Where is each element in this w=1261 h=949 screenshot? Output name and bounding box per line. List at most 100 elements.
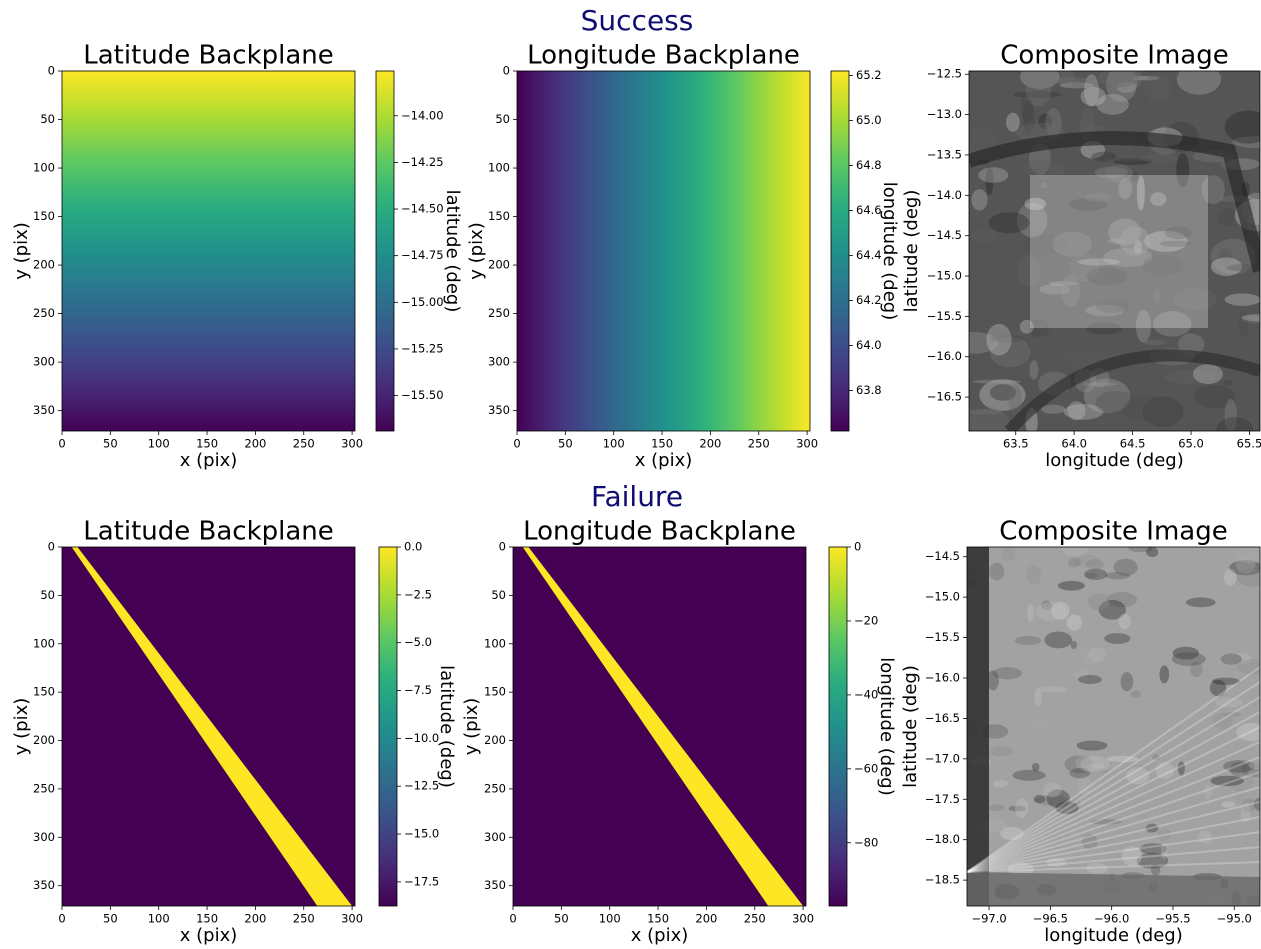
photo-texture (1239, 310, 1248, 338)
x-axis-label: x (pix) (180, 925, 238, 946)
photo-texture (1044, 783, 1062, 798)
y-tick-label: 150 (484, 685, 506, 699)
y-tick-label: 200 (488, 258, 510, 272)
colorbar-tick-label: 0.0 (404, 540, 422, 554)
colorbar-tick-label: −14.25 (401, 155, 444, 169)
colorbar-tick-label: 64.6 (856, 203, 882, 217)
x-tick-label: 200 (695, 912, 717, 926)
photo-texture (1034, 690, 1042, 706)
colorbar-tick-label: −20 (854, 613, 878, 627)
y-tick-label: 300 (33, 355, 55, 369)
x-tick-label: −96.5 (1033, 912, 1068, 926)
photo-texture (1118, 614, 1130, 629)
colorbar (829, 547, 847, 906)
photo-texture (990, 746, 1013, 756)
photo-texture (1050, 77, 1093, 83)
photo-texture (1077, 741, 1108, 751)
x-tick-label: 100 (148, 912, 170, 926)
colorbar-tick-label: −15.00 (401, 295, 444, 309)
colorbar-label: latitude (deg) (436, 665, 457, 788)
x-tick-label: −95.0 (1217, 912, 1252, 926)
photo-texture (1104, 633, 1130, 644)
y-axis-label: latitude (deg) (900, 665, 921, 788)
colorbar-tick-label: 64.4 (856, 248, 882, 262)
x-tick-label: 65.5 (1237, 437, 1261, 451)
colorbar-tick-label: −14.50 (401, 202, 444, 216)
y-tick-label: −14.0 (927, 188, 962, 202)
colorbar-tick-label: −5.0 (404, 635, 432, 649)
photo-texture (1204, 572, 1211, 581)
colorbar-tick-label: 65.2 (856, 68, 882, 82)
photo-texture (1035, 602, 1066, 620)
photo-texture (1029, 360, 1038, 379)
photo-texture (1198, 831, 1212, 843)
y-tick-label: 100 (484, 636, 506, 650)
colorbar (376, 71, 394, 431)
photo-texture (967, 547, 989, 906)
suptitle: Failure (591, 480, 683, 513)
photo-texture (1026, 566, 1041, 586)
photo-texture (1001, 546, 1015, 561)
x-axis-label: longitude (deg) (1044, 925, 1183, 946)
y-tick-label: 250 (484, 781, 506, 795)
y-tick-label: 350 (33, 403, 55, 417)
x-axis-label: x (pix) (635, 450, 693, 471)
y-tick-label: 200 (484, 733, 506, 747)
y-tick-label: 0 (48, 64, 55, 78)
y-tick-label: −13.5 (927, 147, 962, 161)
x-tick-label: 150 (651, 437, 673, 451)
colorbar-tick-label: 64.2 (856, 293, 882, 307)
photo-texture (1146, 547, 1158, 557)
colorbar-label: latitude (deg) (442, 190, 463, 313)
photo-texture (1105, 572, 1130, 579)
y-tick-label: 300 (484, 830, 506, 844)
photo-texture (1141, 154, 1178, 163)
y-axis-label: y (pix) (11, 222, 32, 280)
colorbar-label: longitude (deg) (876, 657, 897, 796)
photo-overlay (1030, 175, 1208, 328)
photo-texture (1107, 756, 1139, 762)
x-tick-label: 200 (244, 437, 266, 451)
photo-texture (1078, 675, 1102, 684)
photo-texture (1123, 396, 1169, 421)
photo-texture (1027, 604, 1034, 622)
y-tick-label: 0 (499, 540, 506, 554)
colorbar-tick-label: −60 (854, 761, 878, 775)
photo-texture (989, 804, 1004, 811)
photo-texture (1088, 594, 1110, 611)
x-tick-label: 50 (558, 437, 573, 451)
x-axis-label: longitude (deg) (1045, 450, 1184, 471)
x-tick-label: 200 (244, 912, 266, 926)
x-tick-label: 300 (792, 912, 814, 926)
x-tick-label: 50 (103, 912, 118, 926)
photo-texture (1172, 652, 1206, 666)
y-tick-label: −14.5 (925, 549, 960, 563)
chart-title: Composite Image (1000, 41, 1228, 71)
chart-title: Latitude Backplane (83, 41, 334, 71)
y-tick-label: 250 (33, 306, 55, 320)
colorbar-tick-label: −17.5 (404, 874, 439, 888)
y-tick-label: −17.5 (925, 792, 960, 806)
colorbar-tick-label: −14.75 (401, 248, 444, 262)
photo-texture (1145, 73, 1171, 103)
y-tick-label: 300 (488, 355, 510, 369)
chart-title: Longitude Backplane (527, 41, 800, 71)
photo-texture (1222, 598, 1249, 617)
x-tick-label: 100 (148, 437, 170, 451)
colorbar (379, 547, 397, 906)
photo-texture (1102, 158, 1145, 162)
y-tick-label: 50 (495, 112, 510, 126)
photo-texture (1068, 558, 1081, 568)
colorbar-tick-label: 63.8 (856, 383, 882, 397)
y-tick-label: −15.0 (925, 590, 960, 604)
x-tick-label: 300 (341, 437, 363, 451)
photo-texture (989, 212, 1030, 233)
page: {"suptitles": ["Success", "Failure"], "c… (0, 0, 1261, 949)
photo-texture (971, 189, 987, 210)
photo-texture (1018, 557, 1030, 564)
photo-texture (1008, 386, 1022, 414)
y-tick-label: 100 (488, 161, 510, 175)
x-tick-label: 50 (554, 912, 569, 926)
x-tick-label: −95.5 (1155, 912, 1190, 926)
x-tick-label: 64.5 (1120, 437, 1146, 451)
